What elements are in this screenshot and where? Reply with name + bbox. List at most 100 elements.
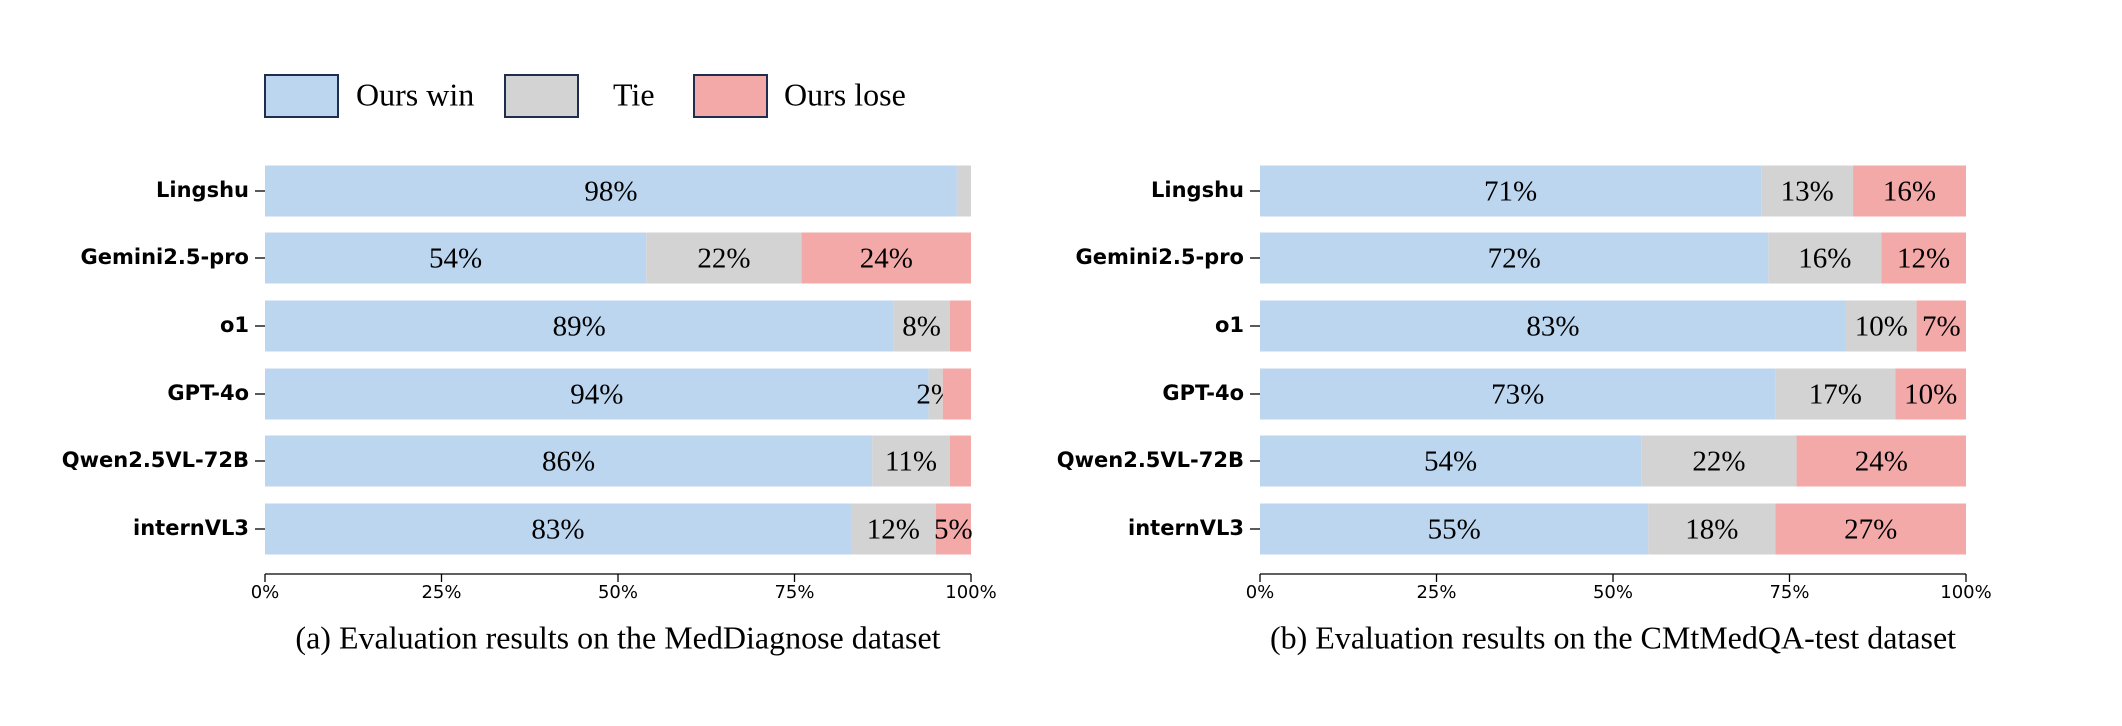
legend-swatch (264, 74, 339, 118)
series-group (942, 368, 971, 420)
data-label: 11% (885, 446, 937, 478)
series-group: 55% (1260, 503, 1649, 555)
bar-segment (1775, 368, 1896, 420)
y-tick-label: internVL3 (133, 516, 249, 540)
series-group (949, 435, 971, 487)
bar-segment (265, 503, 851, 555)
data-label: 94% (570, 379, 623, 411)
series-group (956, 165, 971, 217)
series-group (949, 300, 971, 352)
bar-segment (1881, 232, 1966, 284)
y-tick-label: GPT-4o (167, 381, 249, 405)
y-tick-label: Lingshu (1151, 178, 1244, 202)
series-group: 8% (893, 300, 950, 352)
bar-segment (1260, 368, 1776, 420)
y-tick-label: Qwen2.5VL-72B (62, 448, 249, 472)
data-label: 18% (1685, 514, 1738, 546)
bar-segment (942, 368, 971, 420)
bar-segment (1796, 435, 1966, 487)
data-label: 71% (1484, 176, 1537, 208)
y-tick-label: o1 (1215, 313, 1244, 337)
series-group: 22% (1641, 435, 1797, 487)
data-label: 22% (697, 243, 750, 275)
x-tick-label: 100% (945, 582, 996, 603)
x-tick-label: 0% (251, 582, 280, 603)
bar-segment (1641, 435, 1797, 487)
series-group: 27% (1775, 503, 1966, 555)
data-label: 22% (1692, 446, 1745, 478)
bar-segment (1260, 232, 1769, 284)
bar-segment (1916, 300, 1966, 352)
data-label: 10% (1904, 379, 1957, 411)
data-label: 10% (1855, 311, 1908, 343)
x-tick-label: 0% (1246, 582, 1275, 603)
bar-segment (801, 232, 971, 284)
data-label: 17% (1809, 379, 1862, 411)
series-group: 18% (1648, 503, 1776, 555)
y-tick-label: Gemini2.5-pro (81, 245, 249, 269)
series-group: 13% (1761, 165, 1854, 217)
y-tick-label: Lingshu (156, 178, 249, 202)
y-tick-label: internVL3 (1128, 516, 1244, 540)
bar-segment (893, 300, 950, 352)
series-group: 16% (1768, 232, 1882, 284)
y-tick-label: GPT-4o (1162, 381, 1244, 405)
bar-segment (265, 232, 647, 284)
legend-swatch (693, 74, 768, 118)
x-tick-label: 75% (774, 582, 814, 603)
x-tick-label: 100% (1940, 582, 1991, 603)
bar-segment (646, 232, 802, 284)
series-group: 72% (1260, 232, 1769, 284)
bar-segment (1260, 165, 1762, 217)
y-tick-label: o1 (220, 313, 249, 337)
series-group: 86% (265, 435, 873, 487)
bar-segment (1260, 503, 1649, 555)
series-group: 12% (850, 503, 936, 555)
series-group: 98% (265, 165, 957, 217)
bar-segment (265, 165, 957, 217)
data-label: 89% (553, 311, 606, 343)
bar-segment (1775, 503, 1966, 555)
bar-segment (949, 435, 971, 487)
data-label: 86% (542, 446, 595, 478)
data-label: 73% (1491, 379, 1544, 411)
chart-caption: (b) Evaluation results on the CMtMedQA-t… (1270, 619, 1956, 655)
x-tick-label: 75% (1769, 582, 1809, 603)
bar-segment (1648, 503, 1776, 555)
bar-segment (265, 368, 929, 420)
y-tick-label: Gemini2.5-pro (1076, 245, 1244, 269)
series-group: 22% (646, 232, 802, 284)
series-group: 54% (1260, 435, 1642, 487)
series-group: 71% (1260, 165, 1762, 217)
data-label: 24% (1855, 446, 1908, 478)
data-label: 16% (1798, 243, 1851, 275)
series-group: 54% (265, 232, 647, 284)
data-label: 7% (1922, 311, 1961, 343)
data-label: 16% (1883, 176, 1936, 208)
data-label: 12% (1897, 243, 1950, 275)
legend-label: Ours lose (784, 76, 906, 112)
series-group: 83% (265, 503, 851, 555)
bar-segment (1845, 300, 1917, 352)
bar-segment (935, 503, 971, 555)
bar-segment (265, 435, 873, 487)
legend-label: Tie (613, 76, 655, 112)
series-group: 17% (1775, 368, 1896, 420)
series-group: 83% (1260, 300, 1846, 352)
bar-segment (1768, 232, 1882, 284)
series-group: 12% (1881, 232, 1966, 284)
chart-caption: (a) Evaluation results on the MedDiagnos… (295, 619, 940, 655)
x-tick-label: 25% (421, 582, 461, 603)
bar-segment (949, 300, 971, 352)
data-label: 5% (934, 514, 973, 546)
bar-segment (872, 435, 950, 487)
data-label: 13% (1781, 176, 1834, 208)
bar-segment (850, 503, 936, 555)
legend-swatch (504, 74, 579, 118)
legend-label: Ours win (356, 76, 474, 112)
data-label: 83% (1526, 311, 1579, 343)
series-group: 7% (1916, 300, 1966, 352)
x-tick-label: 50% (598, 582, 638, 603)
bar-segment (1895, 368, 1966, 420)
